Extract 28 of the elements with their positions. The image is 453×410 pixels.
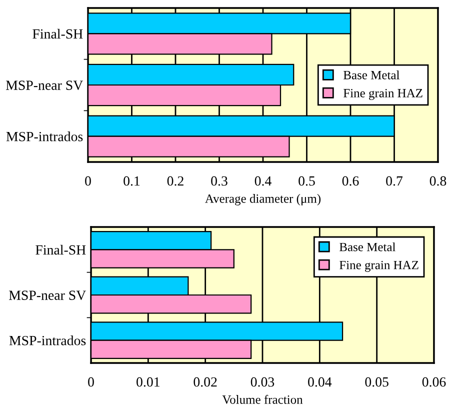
y-tick-label: MSP-near SV (8, 290, 86, 300)
x-tick-label: 0.05 (365, 377, 388, 387)
x-tick-label: 0.03 (250, 377, 274, 387)
x-tick-label: 0 (85, 176, 91, 186)
x-tick-label: 0.5 (298, 176, 315, 186)
x-tick-label: 0.7 (386, 176, 403, 186)
x-axis-title: Average diameter (μm) (205, 194, 321, 206)
x-axis-title: Volume fraction (222, 394, 303, 404)
y-tick-label: MSP-intrados (9, 336, 86, 346)
x-tick-label: 0 (88, 377, 94, 387)
y-tick-label: MSP-intrados (6, 132, 83, 142)
x-tick-label: 0.2 (167, 176, 184, 186)
x-tick-label: 0.1 (124, 176, 140, 186)
x-tick-label: 0.01 (136, 377, 160, 387)
x-tick-label: 0.6 (342, 176, 359, 186)
x-tick-label: 0.04 (308, 377, 332, 387)
legend-label: Base Metal (344, 70, 400, 80)
x-tick-label: 0.4 (254, 176, 272, 186)
legend-label: Base Metal (340, 242, 396, 252)
y-tick-label: Final-SH (36, 244, 86, 255)
legend-label: Fine grain HAZ (344, 88, 422, 100)
x-tick-label: 0.06 (422, 377, 446, 387)
x-tick-label: 0.8 (430, 176, 446, 186)
y-tick-label: MSP-near SV (6, 80, 83, 90)
x-tick-label: 0.3 (211, 176, 228, 186)
y-tick-label: Final-SH (32, 28, 83, 39)
x-tick-label: 0.02 (194, 377, 217, 387)
legend-label: Fine grain HAZ (340, 260, 418, 272)
